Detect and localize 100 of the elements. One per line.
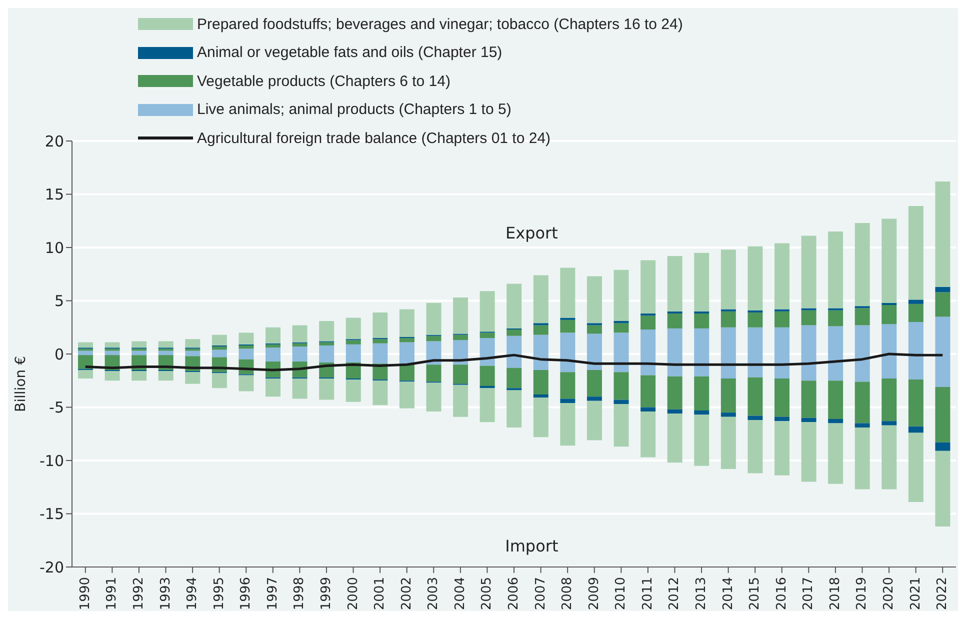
- bar: [399, 338, 414, 342]
- bar: [694, 414, 710, 466]
- bar: [667, 311, 682, 314]
- legend-label: Agricultural foreign trade balance (Chapters 01 to 24): [197, 130, 551, 147]
- bar: [78, 350, 93, 354]
- bar: [480, 332, 495, 338]
- bar: [506, 284, 522, 328]
- bar: [399, 382, 414, 408]
- bar: [908, 432, 924, 502]
- x-tick-label: 1997: [265, 577, 280, 610]
- bar: [882, 302, 897, 306]
- legend-label: Prepared foodstuffs; beverages and vinegar; tobacco (Chapters 16 to 24): [197, 16, 683, 33]
- y-tick-label: 0: [54, 345, 64, 364]
- bar: [882, 324, 897, 354]
- bar: [266, 344, 281, 348]
- bar: [854, 423, 870, 428]
- y-tick-label: 10: [44, 238, 64, 257]
- bar: [104, 350, 120, 354]
- bar: [720, 250, 736, 310]
- bar: [828, 380, 844, 419]
- x-tick-label: 1990: [78, 577, 93, 610]
- bar: [560, 268, 576, 318]
- bar: [346, 380, 361, 402]
- bar: [78, 370, 93, 378]
- bar: [506, 368, 522, 388]
- y-tick-label: -15: [40, 505, 64, 524]
- bar: [882, 425, 897, 490]
- bar: [185, 339, 200, 348]
- bar: [185, 372, 200, 384]
- x-tick-label: 2017: [801, 577, 816, 610]
- x-tick-label: 2006: [506, 577, 522, 610]
- bar: [640, 412, 656, 458]
- bar: [319, 378, 334, 400]
- bar: [560, 372, 576, 399]
- bar: [212, 334, 227, 346]
- bar: [854, 382, 870, 424]
- bar: [453, 384, 468, 417]
- bar: [882, 354, 897, 378]
- bar: [506, 330, 522, 336]
- x-tick-label: 1996: [238, 577, 254, 610]
- bar: [533, 325, 548, 335]
- bar: [828, 418, 844, 424]
- bar: [586, 400, 602, 440]
- bar: [372, 339, 388, 344]
- legend-label: Animal or vegetable fats and oils (Chapter 15): [197, 44, 502, 62]
- bar: [480, 366, 495, 386]
- bar: [292, 378, 308, 399]
- bar: [748, 420, 763, 474]
- x-tick-label: 2005: [480, 577, 495, 610]
- bar: [694, 410, 710, 415]
- bar: [614, 400, 629, 404]
- bar: [854, 223, 870, 306]
- bar: [828, 232, 844, 308]
- bar: [480, 291, 495, 332]
- annotation: Import: [505, 536, 558, 556]
- bar: [560, 398, 576, 403]
- bar: [640, 316, 656, 330]
- bar: [560, 402, 576, 446]
- bar: [935, 181, 950, 287]
- bar: [78, 342, 93, 348]
- bar: [292, 343, 308, 347]
- bar: [426, 364, 442, 382]
- bar: [533, 394, 548, 398]
- bar: [854, 427, 870, 490]
- bar: [453, 364, 468, 384]
- x-tick-label: 2015: [748, 577, 763, 610]
- legend-label: Live animals; animal products (Chapters 1 to 5): [197, 101, 512, 118]
- x-tick-label: 2016: [774, 577, 790, 610]
- bar: [104, 342, 120, 348]
- x-tick-label: 2000: [346, 577, 361, 610]
- bar: [748, 377, 763, 416]
- bar: [908, 380, 924, 426]
- bar: [132, 341, 147, 348]
- bar: [426, 382, 442, 412]
- y-tick-label: 20: [44, 132, 64, 150]
- bar: [560, 320, 576, 333]
- bar: [158, 350, 174, 354]
- y-tick-label: -10: [40, 452, 64, 470]
- bar: [480, 388, 495, 422]
- bar: [586, 325, 602, 334]
- bar: [774, 378, 790, 417]
- bar: [586, 370, 602, 397]
- bar: [720, 412, 736, 417]
- bar: [346, 318, 361, 340]
- bar: [158, 371, 174, 381]
- bar: [640, 260, 656, 314]
- bar: [614, 404, 629, 447]
- x-tick-label: 1998: [292, 577, 308, 610]
- bar: [748, 246, 763, 310]
- bar: [908, 304, 924, 322]
- bar: [614, 320, 629, 324]
- x-tick-label: 1991: [104, 577, 120, 610]
- bar: [453, 334, 468, 340]
- bar: [212, 373, 227, 388]
- x-tick-label: 2018: [828, 577, 843, 610]
- x-tick-label: 2009: [586, 577, 602, 610]
- bar: [319, 342, 334, 346]
- bar: [908, 206, 924, 300]
- x-tick-label: 2004: [452, 577, 468, 610]
- bar: [640, 407, 656, 412]
